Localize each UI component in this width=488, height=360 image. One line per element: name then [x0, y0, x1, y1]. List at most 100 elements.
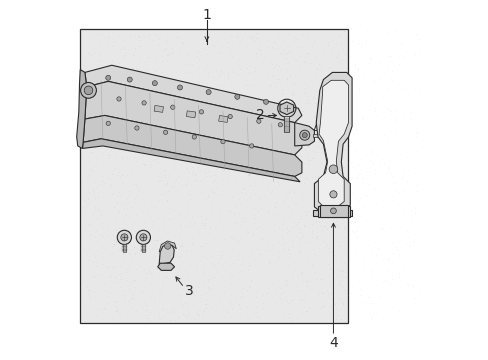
Point [123, 277, 131, 283]
Point [204, 146, 212, 152]
Point [115, 169, 123, 175]
Point [269, 264, 277, 270]
Point [207, 260, 215, 266]
Point [188, 81, 196, 87]
Point [267, 188, 275, 193]
Point [112, 226, 120, 232]
Point [410, 51, 418, 57]
Point [308, 122, 316, 127]
Point [124, 250, 132, 256]
Point [161, 47, 168, 53]
Point [118, 126, 126, 132]
Point [345, 142, 352, 148]
Point [339, 184, 347, 190]
Point [141, 302, 148, 308]
Point [337, 146, 345, 152]
Point [330, 141, 338, 147]
Point [274, 253, 282, 259]
Point [388, 240, 396, 246]
Point [161, 274, 169, 279]
Point [232, 298, 240, 304]
Point [111, 141, 119, 147]
Point [131, 277, 139, 283]
Point [330, 74, 338, 80]
Point [337, 268, 345, 274]
Point [304, 97, 312, 103]
Point [184, 136, 192, 142]
Point [227, 33, 235, 39]
Point [82, 111, 90, 117]
Point [160, 223, 167, 229]
Point [93, 206, 101, 211]
Point [267, 72, 275, 78]
Point [81, 207, 89, 213]
Point [331, 86, 339, 91]
Point [210, 123, 218, 129]
Point [193, 151, 201, 157]
Point [320, 225, 328, 230]
Point [139, 118, 146, 124]
Point [274, 179, 282, 185]
Point [353, 162, 361, 168]
Point [202, 240, 210, 246]
Point [205, 46, 213, 52]
Point [298, 270, 305, 276]
Point [285, 250, 293, 256]
Point [210, 189, 218, 195]
Point [139, 290, 146, 296]
Point [168, 253, 176, 259]
Point [272, 84, 280, 90]
Point [288, 100, 296, 105]
Point [133, 270, 141, 276]
Point [283, 103, 290, 108]
Point [411, 133, 419, 139]
Point [324, 292, 332, 297]
Point [120, 53, 127, 58]
Point [177, 275, 184, 281]
Point [166, 317, 174, 323]
Point [235, 196, 243, 202]
Point [230, 113, 238, 119]
Point [212, 126, 220, 132]
Point [304, 157, 312, 163]
Point [197, 73, 204, 78]
Point [325, 265, 333, 271]
Point [241, 31, 249, 37]
Point [374, 264, 382, 269]
Point [182, 165, 190, 171]
Point [368, 219, 376, 225]
Point [200, 301, 208, 306]
Point [305, 100, 313, 106]
Polygon shape [77, 69, 86, 148]
Point [150, 307, 158, 313]
Point [162, 269, 170, 275]
Point [108, 251, 116, 257]
Point [188, 242, 196, 247]
Point [226, 302, 234, 307]
Point [190, 30, 198, 36]
Point [283, 143, 290, 149]
Point [158, 226, 165, 232]
Point [117, 291, 124, 297]
Point [358, 175, 366, 181]
Point [302, 212, 309, 218]
Point [347, 110, 355, 116]
Point [217, 255, 224, 261]
Point [364, 60, 372, 66]
Point [261, 303, 268, 309]
Point [85, 189, 93, 194]
Point [85, 167, 93, 173]
Point [161, 95, 169, 101]
Point [171, 34, 179, 40]
Point [192, 145, 200, 151]
Point [273, 179, 281, 185]
Point [160, 172, 168, 178]
Point [184, 93, 192, 98]
Point [209, 58, 217, 64]
Point [339, 260, 347, 266]
Point [243, 44, 251, 49]
Point [295, 53, 303, 59]
Bar [122, 244, 126, 252]
Point [292, 233, 300, 239]
Point [209, 74, 217, 80]
